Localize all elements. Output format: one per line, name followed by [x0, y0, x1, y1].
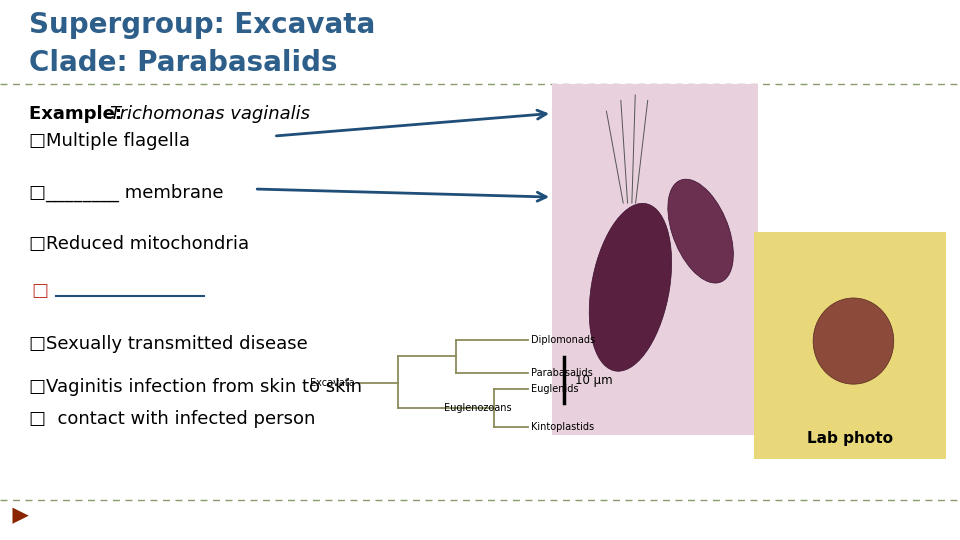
Ellipse shape — [589, 204, 672, 371]
Text: Trichomonas vaginalis: Trichomonas vaginalis — [110, 105, 310, 123]
Text: □Multiple flagella: □Multiple flagella — [29, 132, 190, 150]
Text: □Sexually transmitted disease: □Sexually transmitted disease — [29, 335, 307, 353]
Text: Lab photo: Lab photo — [806, 430, 893, 445]
Text: Supergroup: Excavata: Supergroup: Excavata — [29, 11, 375, 39]
Text: Kintoplastids: Kintoplastids — [531, 422, 594, 431]
Ellipse shape — [668, 179, 733, 283]
Polygon shape — [12, 508, 29, 524]
Text: Excavata: Excavata — [310, 379, 355, 388]
Text: Diplomonads: Diplomonads — [531, 335, 595, 345]
Ellipse shape — [813, 298, 894, 384]
Text: Parabasalids: Parabasalids — [531, 368, 592, 377]
Text: Euglenozoans: Euglenozoans — [444, 403, 512, 413]
Text: Example:: Example: — [29, 105, 128, 123]
Text: □________ membrane: □________ membrane — [29, 184, 224, 202]
Text: □Vaginitis infection from skin to skin: □Vaginitis infection from skin to skin — [29, 378, 362, 396]
Bar — [754, 232, 946, 459]
Text: Clade: Parabasalids: Clade: Parabasalids — [29, 49, 337, 77]
Text: □  contact with infected person: □ contact with infected person — [29, 410, 315, 428]
Text: □: □ — [32, 282, 49, 300]
Text: □Reduced mitochondria: □Reduced mitochondria — [29, 235, 249, 253]
Text: Euglenids: Euglenids — [531, 384, 578, 394]
Bar — [552, 84, 758, 435]
Text: 10 μm: 10 μm — [575, 374, 612, 387]
